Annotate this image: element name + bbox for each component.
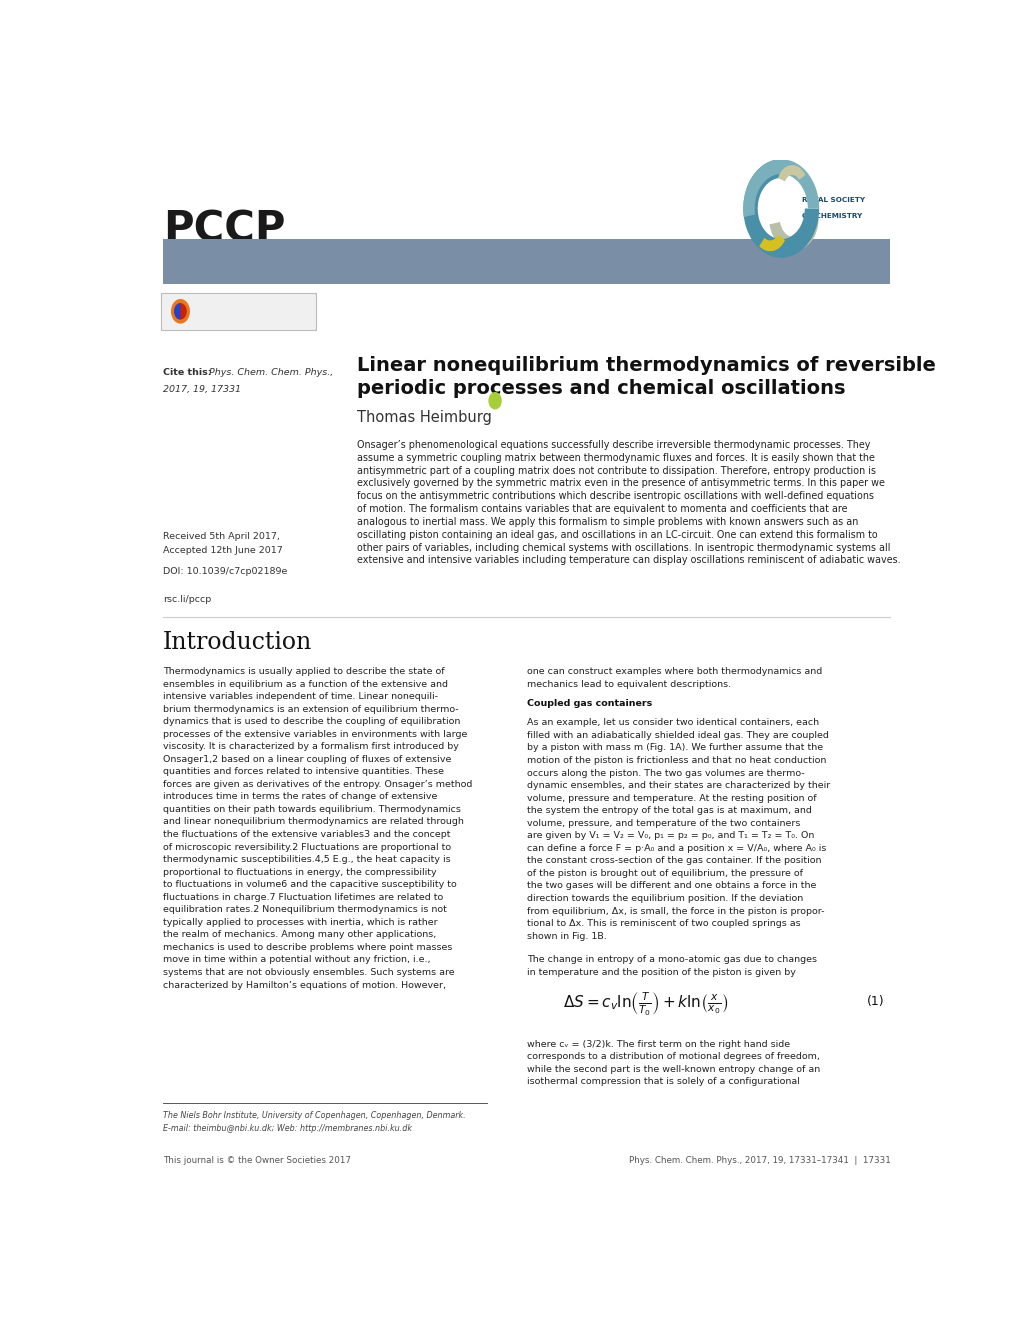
FancyBboxPatch shape xyxy=(163,239,890,283)
Text: the realm of mechanics. Among many other applications,: the realm of mechanics. Among many other… xyxy=(163,930,436,940)
Text: from equilibrium, Δx, is small, the force in the piston is propor-: from equilibrium, Δx, is small, the forc… xyxy=(526,906,823,916)
Circle shape xyxy=(488,392,501,410)
Text: volume, pressure and temperature. At the resting position of: volume, pressure and temperature. At the… xyxy=(526,793,815,802)
Text: Onsager1,2 based on a linear coupling of fluxes of extensive: Onsager1,2 based on a linear coupling of… xyxy=(163,754,451,764)
Text: Thomas Heimburg: Thomas Heimburg xyxy=(357,410,491,425)
Text: isothermal compression that is solely of a configurational: isothermal compression that is solely of… xyxy=(526,1077,799,1087)
Text: antisymmetric part of a coupling matrix does not contribute to dissipation. Ther: antisymmetric part of a coupling matrix … xyxy=(357,466,875,475)
Text: where cᵥ = (3/2)k. The first term on the right hand side: where cᵥ = (3/2)k. The first term on the… xyxy=(526,1040,789,1049)
Text: exclusively governed by the symmetric matrix even in the presence of antisymmetr: exclusively governed by the symmetric ma… xyxy=(357,478,883,489)
Text: PAPER: PAPER xyxy=(174,252,238,271)
Text: of the piston is brought out of equilibrium, the pressure of: of the piston is brought out of equilibr… xyxy=(526,869,802,878)
Text: the two gases will be different and one obtains a force in the: the two gases will be different and one … xyxy=(526,881,815,890)
Text: direction towards the equilibrium position. If the deviation: direction towards the equilibrium positi… xyxy=(526,894,802,902)
Text: Linear nonequilibrium thermodynamics of reversible
periodic processes and chemic: Linear nonequilibrium thermodynamics of … xyxy=(357,355,934,398)
Wedge shape xyxy=(174,303,180,319)
Text: Thermodynamics is usually applied to describe the state of: Thermodynamics is usually applied to des… xyxy=(163,668,444,676)
Text: mechanics is used to describe problems where point masses: mechanics is used to describe problems w… xyxy=(163,943,452,952)
Text: the system the entropy of the total gas is at maximum, and: the system the entropy of the total gas … xyxy=(526,806,811,816)
Text: are given by V₁ = V₂ = V₀, p₁ = p₂ = p₀, and T₁ = T₂ = T₀. On: are given by V₁ = V₂ = V₀, p₁ = p₂ = p₀,… xyxy=(526,832,813,840)
Text: characterized by Hamilton’s equations of motion. However,: characterized by Hamilton’s equations of… xyxy=(163,980,445,989)
Text: other pairs of variables, including chemical systems with oscillations. In isent: other pairs of variables, including chem… xyxy=(357,542,890,553)
Text: Coupled gas containers: Coupled gas containers xyxy=(526,700,651,708)
Text: quantities on their path towards equilibrium. Thermodynamics: quantities on their path towards equilib… xyxy=(163,805,461,814)
Text: of motion. The formalism contains variables that are equivalent to momenta and c: of motion. The formalism contains variab… xyxy=(357,505,847,514)
Text: tional to Δx. This is reminiscent of two coupled springs as: tional to Δx. This is reminiscent of two… xyxy=(526,918,800,928)
Text: can define a force F = p·A₀ and a position x = V/A₀, where A₀ is: can define a force F = p·A₀ and a positi… xyxy=(526,844,825,853)
Text: processes of the extensive variables in environments with large: processes of the extensive variables in … xyxy=(163,730,467,738)
Text: Onsager’s phenomenological equations successfully describe irreversible thermody: Onsager’s phenomenological equations suc… xyxy=(357,439,869,450)
Text: This journal is © the Owner Societies 2017: This journal is © the Owner Societies 20… xyxy=(163,1156,351,1165)
Text: DOI: 10.1039/c7cp02189e: DOI: 10.1039/c7cp02189e xyxy=(163,567,287,577)
Text: the fluctuations of the extensive variables3 and the concept: the fluctuations of the extensive variab… xyxy=(163,830,450,838)
Text: volume, pressure, and temperature of the two containers: volume, pressure, and temperature of the… xyxy=(526,818,799,828)
Text: Phys. Chem. Chem. Phys.,: Phys. Chem. Chem. Phys., xyxy=(209,368,333,376)
Text: focus on the antisymmetric contributions which describe isentropic oscillations : focus on the antisymmetric contributions… xyxy=(357,491,873,501)
Wedge shape xyxy=(743,159,818,258)
Text: typically applied to processes with inertia, which is rather: typically applied to processes with iner… xyxy=(163,917,437,926)
FancyBboxPatch shape xyxy=(161,292,315,330)
Text: E-mail: theimbu@nbi.ku.dk; Web: http://membranes.nbi.ku.dk: E-mail: theimbu@nbi.ku.dk; Web: http://m… xyxy=(163,1124,412,1133)
Text: proportional to fluctuations in energy, the compressibility: proportional to fluctuations in energy, … xyxy=(163,868,436,877)
Text: The change in entropy of a mono-atomic gas due to changes: The change in entropy of a mono-atomic g… xyxy=(526,955,816,964)
Circle shape xyxy=(174,303,186,319)
Text: extensive and intensive variables including temperature can display oscillations: extensive and intensive variables includ… xyxy=(357,555,900,566)
Text: and linear nonequilibrium thermodynamics are related through: and linear nonequilibrium thermodynamics… xyxy=(163,817,464,826)
Text: one can construct examples where both thermodynamics and: one can construct examples where both th… xyxy=(526,668,821,676)
Text: 2017, 19, 17331: 2017, 19, 17331 xyxy=(163,386,240,394)
Text: $\Delta S = c_v \ln\!\left(\frac{T}{T_0}\right) + k \ln\!\left(\frac{x}{x_0}\rig: $\Delta S = c_v \ln\!\left(\frac{T}{T_0}… xyxy=(562,991,728,1019)
Text: dynamic ensembles, and their states are characterized by their: dynamic ensembles, and their states are … xyxy=(526,781,829,790)
Text: Introduction: Introduction xyxy=(163,631,312,654)
Text: the constant cross-section of the gas container. If the position: the constant cross-section of the gas co… xyxy=(526,856,820,865)
Text: equilibration rates.2 Nonequilibrium thermodynamics is not: equilibration rates.2 Nonequilibrium the… xyxy=(163,905,446,914)
Text: Phys. Chem. Chem. Phys., 2017, 19, 17331–17341  |  17331: Phys. Chem. Chem. Phys., 2017, 19, 17331… xyxy=(628,1156,890,1165)
Text: to fluctuations in volume6 and the capacitive susceptibility to: to fluctuations in volume6 and the capac… xyxy=(163,880,457,889)
Text: brium thermodynamics is an extension of equilibrium thermo-: brium thermodynamics is an extension of … xyxy=(163,705,459,714)
Text: oscillating piston containing an ideal gas, and oscillations in an LC-circuit. O: oscillating piston containing an ideal g… xyxy=(357,530,876,539)
Text: rsc.li/pccp: rsc.li/pccp xyxy=(163,595,211,603)
Text: quantities and forces related to intensive quantities. These: quantities and forces related to intensi… xyxy=(163,768,443,777)
Wedge shape xyxy=(743,159,818,218)
Text: (1): (1) xyxy=(866,995,883,1008)
Text: mechanics lead to equivalent descriptions.: mechanics lead to equivalent description… xyxy=(526,680,730,689)
Wedge shape xyxy=(758,235,785,251)
Circle shape xyxy=(171,299,190,323)
Text: shown in Fig. 1B.: shown in Fig. 1B. xyxy=(526,932,606,941)
Text: thermodynamic susceptibilities.4,5 E.g., the heat capacity is: thermodynamic susceptibilities.4,5 E.g.,… xyxy=(163,856,450,864)
Text: ROYAL SOCIETY: ROYAL SOCIETY xyxy=(801,198,864,203)
Text: motion of the piston is frictionless and that no heat conduction: motion of the piston is frictionless and… xyxy=(526,756,825,765)
Text: forces are given as derivatives of the entropy. Onsager’s method: forces are given as derivatives of the e… xyxy=(163,780,472,789)
Text: by a piston with mass m (Fig. 1A). We further assume that the: by a piston with mass m (Fig. 1A). We fu… xyxy=(526,744,822,753)
Text: dynamics that is used to describe the coupling of equilibration: dynamics that is used to describe the co… xyxy=(163,717,460,726)
Text: OF CHEMISTRY: OF CHEMISTRY xyxy=(801,212,861,219)
Text: occurs along the piston. The two gas volumes are thermo-: occurs along the piston. The two gas vol… xyxy=(526,769,804,777)
Text: in temperature and the position of the piston is given by: in temperature and the position of the p… xyxy=(526,968,795,977)
Text: introduces time in terms the rates of change of extensive: introduces time in terms the rates of ch… xyxy=(163,793,437,801)
Text: ensembles in equilibrium as a function of the extensive and: ensembles in equilibrium as a function o… xyxy=(163,680,447,689)
Text: iD: iD xyxy=(491,398,498,403)
Text: systems that are not obviously ensembles. Such systems are: systems that are not obviously ensembles… xyxy=(163,968,454,977)
Text: move in time within a potential without any friction, i.e.,: move in time within a potential without … xyxy=(163,956,430,964)
Text: Cite this:: Cite this: xyxy=(163,368,211,376)
Text: corresponds to a distribution of motional degrees of freedom,: corresponds to a distribution of motiona… xyxy=(526,1052,819,1061)
Wedge shape xyxy=(777,166,805,182)
Text: assume a symmetric coupling matrix between thermodynamic fluxes and forces. It i: assume a symmetric coupling matrix betwe… xyxy=(357,453,873,463)
Text: fluctuations in charge.7 Fluctuation lifetimes are related to: fluctuations in charge.7 Fluctuation lif… xyxy=(163,893,443,901)
Text: The Niels Bohr Institute, University of Copenhagen, Copenhagen, Denmark.: The Niels Bohr Institute, University of … xyxy=(163,1111,466,1120)
Text: As an example, let us consider two identical containers, each: As an example, let us consider two ident… xyxy=(526,718,818,728)
Text: filled with an adiabatically shielded ideal gas. They are coupled: filled with an adiabatically shielded id… xyxy=(526,732,827,740)
Text: analogous to inertial mass. We apply this formalism to simple problems with know: analogous to inertial mass. We apply thi… xyxy=(357,517,857,527)
Text: while the second part is the well-known entropy change of an: while the second part is the well-known … xyxy=(526,1065,819,1073)
Text: viscosity. It is characterized by a formalism first introduced by: viscosity. It is characterized by a form… xyxy=(163,742,459,752)
Text: Check for updates: Check for updates xyxy=(201,306,289,316)
Text: of microscopic reversibility.2 Fluctuations are proportional to: of microscopic reversibility.2 Fluctuati… xyxy=(163,842,450,852)
Text: Received 5th April 2017,
Accepted 12th June 2017: Received 5th April 2017, Accepted 12th J… xyxy=(163,533,282,554)
Text: PCCP: PCCP xyxy=(163,208,285,250)
Wedge shape xyxy=(769,214,818,251)
Text: intensive variables independent of time. Linear nonequili-: intensive variables independent of time.… xyxy=(163,692,437,701)
